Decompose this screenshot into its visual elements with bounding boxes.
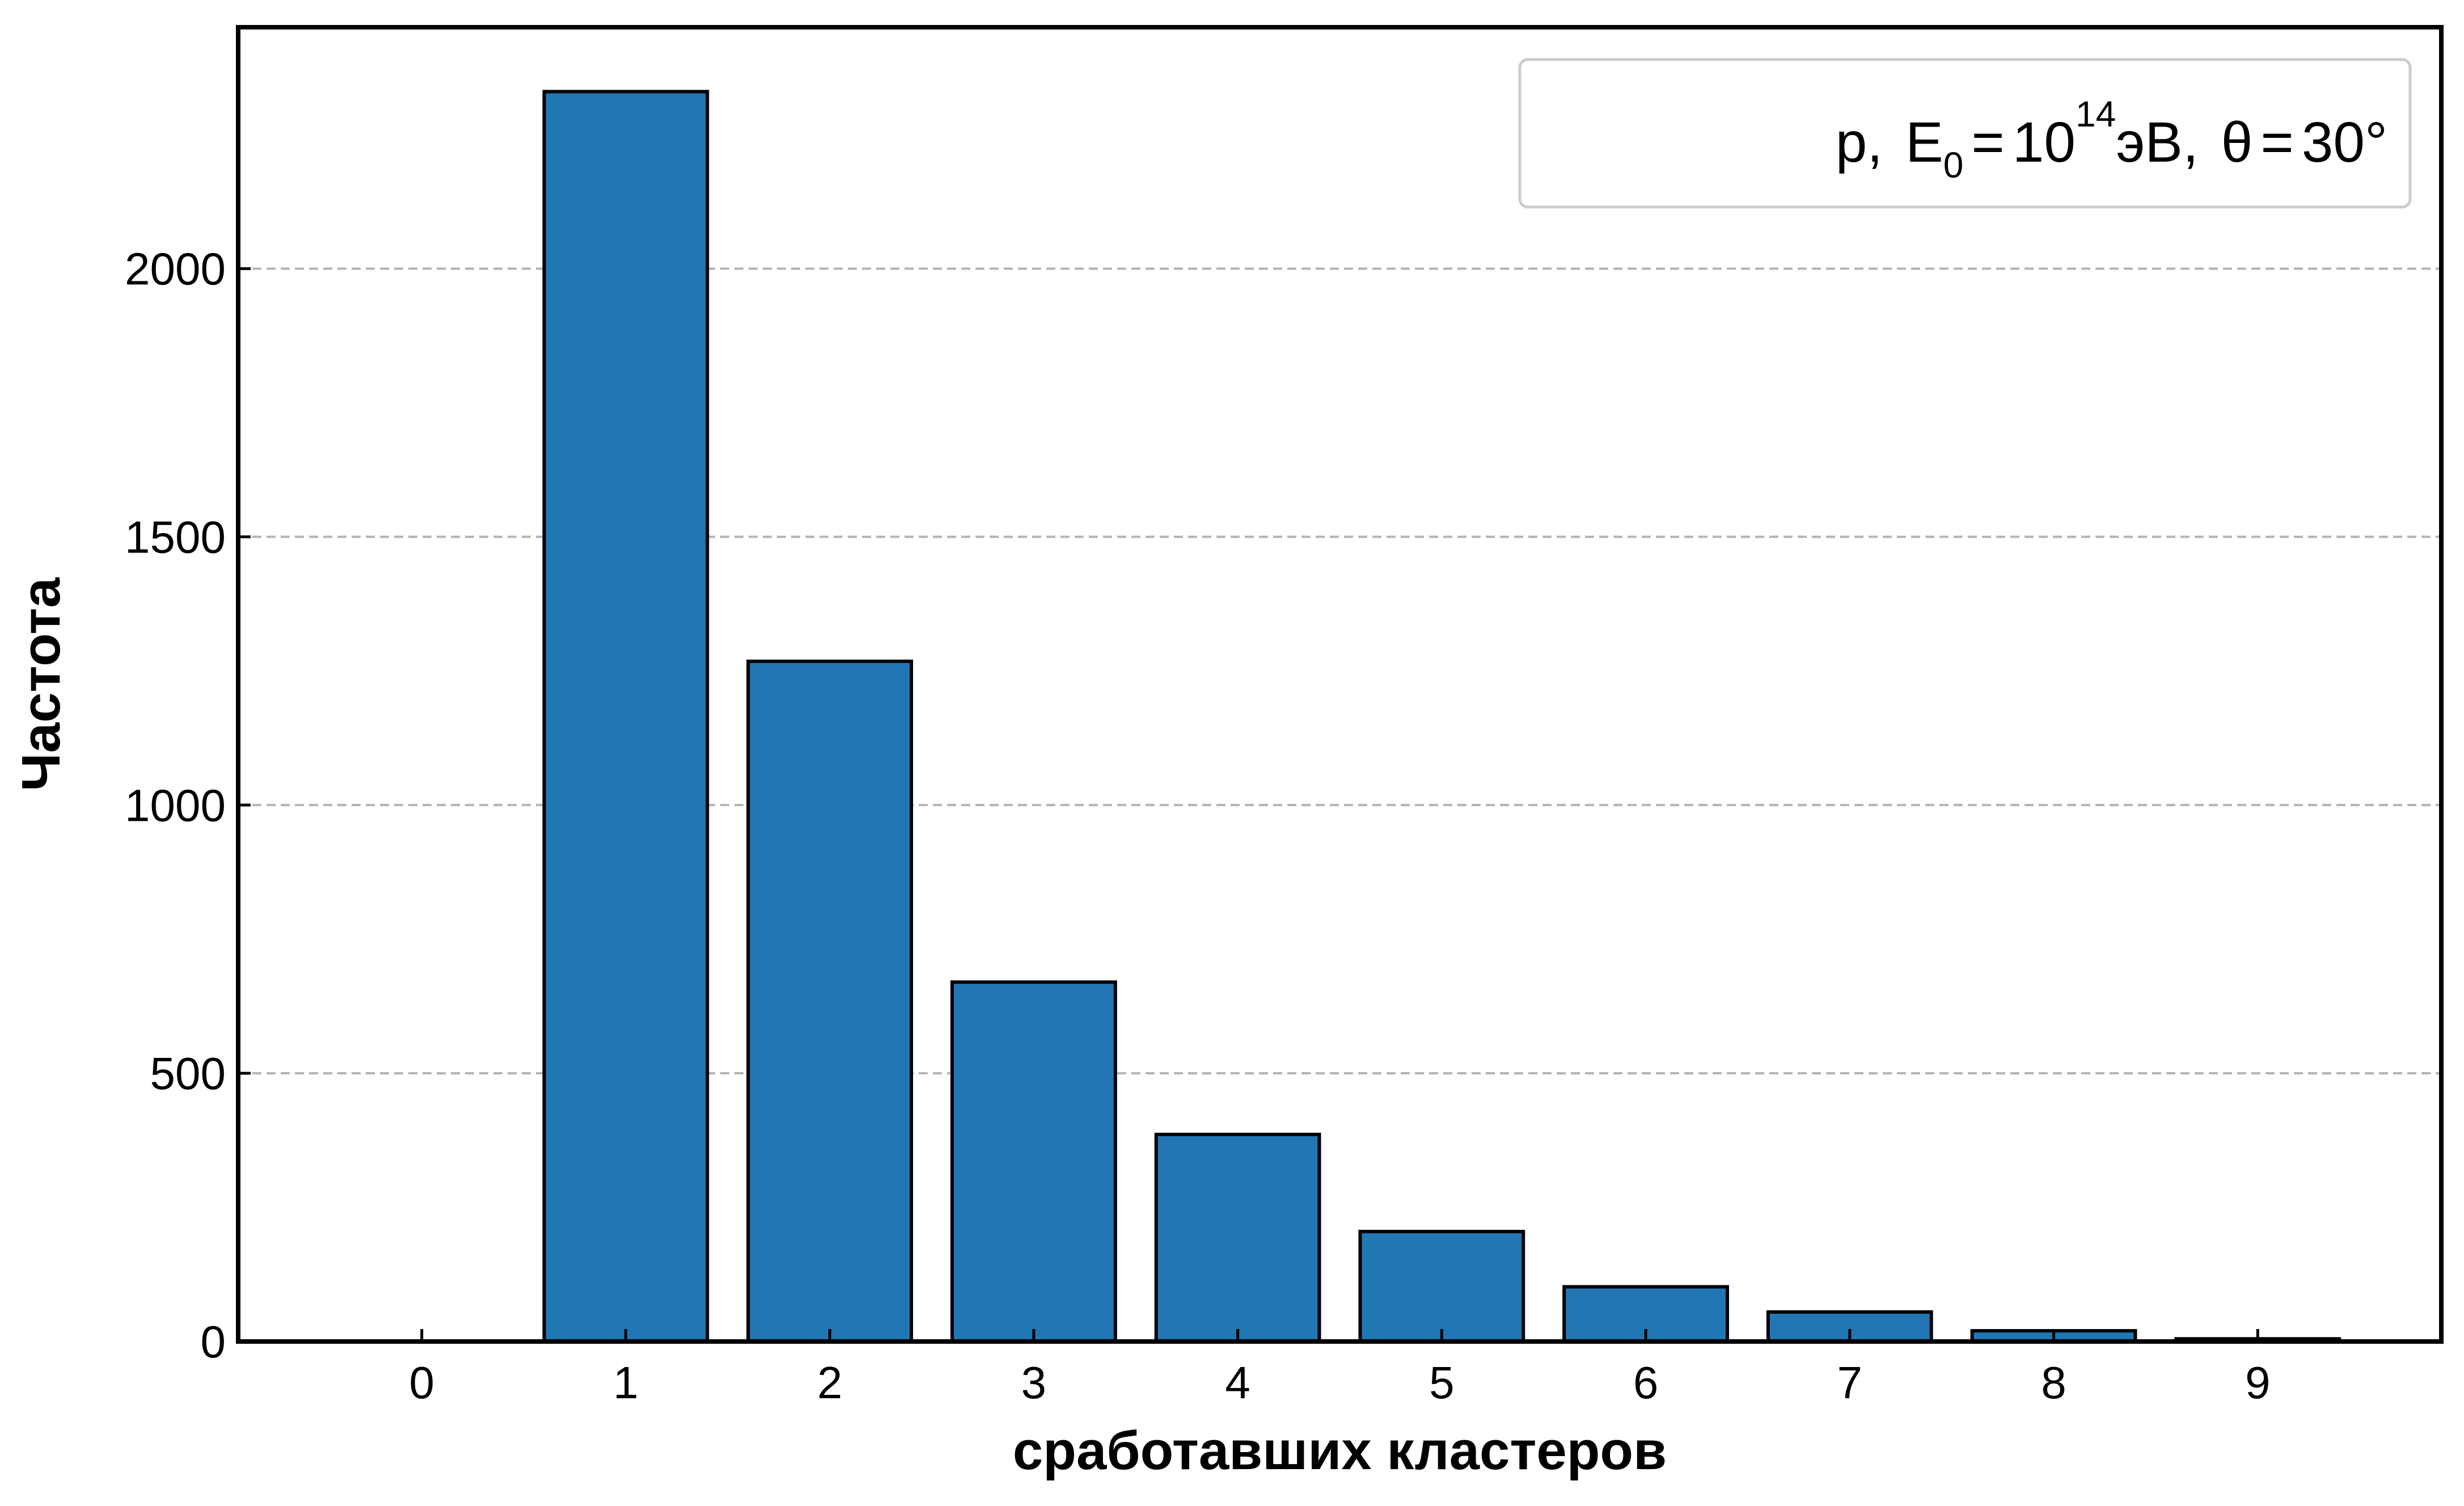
x-tick-label: 8 bbox=[2041, 1357, 2066, 1408]
legend-energy-base: 10 bbox=[2013, 111, 2076, 174]
y-tick-label: 1500 bbox=[125, 512, 226, 562]
legend-angle-value: 30° bbox=[2302, 111, 2387, 174]
y-axis-label: Частота bbox=[11, 577, 71, 791]
legend-label: p, E0 = 1014эВ, θ = 30° bbox=[1836, 94, 2387, 185]
y-tick-label: 2000 bbox=[125, 244, 226, 294]
y-tick-label: 0 bbox=[201, 1317, 226, 1367]
legend-energy-symbol: E bbox=[1905, 111, 1943, 174]
legend-angle-equals: = bbox=[2260, 111, 2293, 174]
legend-particle: p, bbox=[1836, 111, 1883, 174]
bar-1 bbox=[542, 90, 709, 1344]
x-tick-label: 6 bbox=[1633, 1357, 1659, 1408]
bar-4 bbox=[1154, 1132, 1321, 1344]
legend-energy-subscript: 0 bbox=[1943, 145, 1964, 185]
legend-box bbox=[1518, 58, 2412, 209]
bar-2 bbox=[746, 659, 914, 1343]
bar-5 bbox=[1358, 1230, 1525, 1344]
y-tick-label: 1000 bbox=[125, 780, 226, 830]
x-tick-label: 7 bbox=[1837, 1357, 1863, 1408]
bars bbox=[542, 90, 2342, 1344]
x-tick-label: 4 bbox=[1225, 1357, 1250, 1408]
plot-frame bbox=[236, 25, 2444, 1344]
x-tick-label: 9 bbox=[2245, 1357, 2271, 1408]
legend: p, E0 = 1014эВ, θ = 30° bbox=[1518, 58, 2412, 209]
x-tick-label: 1 bbox=[613, 1357, 639, 1408]
x-tick-label: 0 bbox=[409, 1357, 435, 1408]
x-tick-label: 2 bbox=[817, 1357, 843, 1408]
y-tick-label: 500 bbox=[150, 1048, 226, 1099]
x-axis-label: сработавших кластеров bbox=[1013, 1420, 1667, 1481]
x-axis-ticks: 0 1 2 3 4 5 6 7 8 9 bbox=[409, 1329, 2271, 1408]
legend-energy-exponent: 14 bbox=[2076, 94, 2116, 134]
bar-3 bbox=[950, 980, 1117, 1344]
legend-equals: = bbox=[1971, 111, 2004, 174]
y-axis-ticks: 0 500 1000 1500 2000 bbox=[125, 244, 251, 1367]
legend-angle-symbol: θ bbox=[2221, 111, 2253, 174]
grid-lines bbox=[238, 267, 2441, 1075]
legend-energy-unit: эВ, bbox=[2116, 111, 2199, 174]
x-tick-label: 5 bbox=[1429, 1357, 1455, 1408]
x-tick-label: 3 bbox=[1021, 1357, 1047, 1408]
